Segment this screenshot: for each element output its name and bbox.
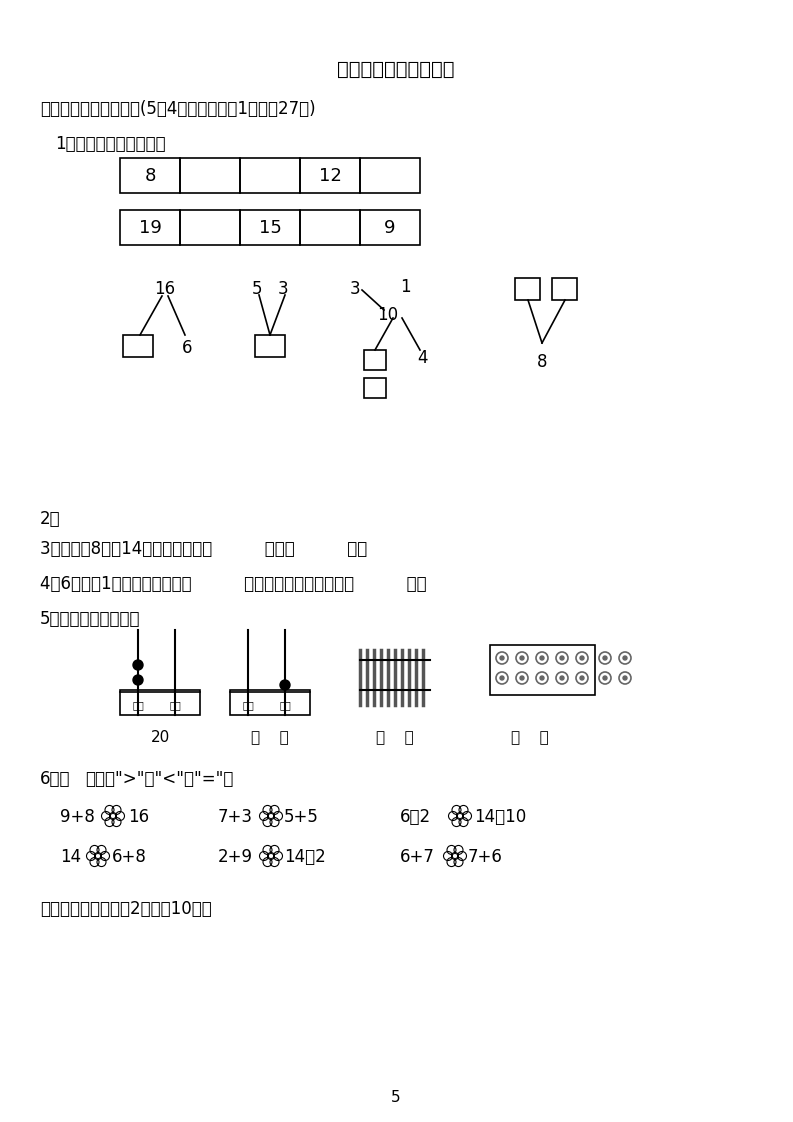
Bar: [364, 378, 386, 398]
Text: 十位: 十位: [132, 700, 144, 710]
Text: 一、填一填，画一画。(5题4分，其余每空1分，共27分): 一、填一填，画一画。(5题4分，其余每空1分，共27分): [40, 100, 316, 118]
Circle shape: [623, 656, 627, 660]
Text: 6+8: 6+8: [112, 848, 147, 866]
Bar: [240, 158, 300, 193]
Circle shape: [133, 675, 143, 686]
Text: 个位: 个位: [169, 700, 181, 710]
Bar: [300, 158, 360, 193]
Text: 5: 5: [391, 1089, 400, 1105]
Text: 9: 9: [385, 219, 396, 237]
Bar: [360, 210, 420, 245]
Circle shape: [603, 675, 607, 680]
Circle shape: [540, 675, 544, 680]
Text: 8: 8: [537, 353, 547, 371]
Circle shape: [560, 656, 564, 660]
Circle shape: [133, 660, 143, 670]
Circle shape: [560, 675, 564, 680]
Bar: [180, 210, 240, 245]
Bar: [123, 335, 153, 357]
Text: 6+7: 6+7: [400, 848, 435, 866]
Text: 14－10: 14－10: [474, 808, 527, 826]
Circle shape: [603, 656, 607, 660]
Bar: [364, 350, 386, 370]
Text: （    ）: （ ）: [251, 730, 289, 745]
Bar: [255, 335, 285, 357]
Bar: [360, 158, 420, 193]
Text: 5+5: 5+5: [284, 808, 319, 826]
Text: 7+6: 7+6: [468, 848, 503, 866]
Text: 3: 3: [350, 280, 360, 298]
Text: 14－2: 14－2: [284, 848, 326, 866]
Bar: [180, 158, 240, 193]
Text: 4: 4: [417, 349, 427, 367]
Bar: [120, 158, 180, 193]
Text: 三、我会选。（每题2分，共10分）: 三、我会选。（每题2分，共10分）: [40, 900, 212, 918]
Text: 3．写出比8大比14小的两个数：（          ）、（          ）。: 3．写出比8大比14小的两个数：（ ）、（ ）。: [40, 540, 367, 558]
Text: 个位: 个位: [279, 700, 291, 710]
Text: 14: 14: [60, 848, 81, 866]
Text: 1．按数的顺序填一填。: 1．按数的顺序填一填。: [55, 135, 166, 153]
Circle shape: [500, 675, 504, 680]
Text: 6: 6: [182, 339, 192, 357]
Circle shape: [623, 675, 627, 680]
Text: 16: 16: [128, 808, 149, 826]
Text: 4．6个一和1个十组成的数是（          ），它后面的一个数是（          ）。: 4．6个一和1个十组成的数是（ ），它后面的一个数是（ ）。: [40, 574, 427, 594]
Text: 20: 20: [151, 730, 170, 745]
Text: 十位: 十位: [242, 700, 254, 710]
Text: 2+9: 2+9: [218, 848, 253, 866]
Text: 1: 1: [400, 278, 410, 296]
Bar: [552, 278, 577, 300]
Text: 上海市名校期末测试卷: 上海市名校期末测试卷: [337, 59, 454, 79]
Text: 8: 8: [144, 166, 155, 184]
Text: 6．在: 6．在: [40, 770, 71, 788]
Text: （    ）: （ ）: [511, 730, 549, 745]
Text: 10: 10: [377, 306, 399, 324]
Circle shape: [540, 656, 544, 660]
Text: 2．: 2．: [40, 511, 60, 528]
Circle shape: [500, 656, 504, 660]
Text: 3: 3: [278, 280, 289, 298]
Circle shape: [580, 675, 584, 680]
Bar: [230, 690, 310, 715]
Circle shape: [580, 656, 584, 660]
Circle shape: [520, 656, 524, 660]
Bar: [240, 210, 300, 245]
Text: 15: 15: [259, 219, 282, 237]
Bar: [515, 278, 540, 300]
Text: 5: 5: [251, 280, 262, 298]
Bar: [300, 210, 360, 245]
Text: 9+8: 9+8: [60, 808, 95, 826]
Text: （    ）: （ ）: [376, 730, 414, 745]
Text: 12: 12: [319, 166, 342, 184]
Text: 5．画一画，写一写。: 5．画一画，写一写。: [40, 610, 140, 628]
Bar: [120, 210, 180, 245]
Text: 16: 16: [155, 280, 175, 298]
Bar: [490, 645, 595, 695]
Text: 6－2: 6－2: [400, 808, 431, 826]
Bar: [120, 690, 200, 715]
Circle shape: [280, 680, 290, 690]
Text: 里填上">"、"<"或"="。: 里填上">"、"<"或"="。: [85, 770, 233, 788]
Circle shape: [520, 675, 524, 680]
Text: 19: 19: [139, 219, 162, 237]
Text: 7+3: 7+3: [218, 808, 253, 826]
